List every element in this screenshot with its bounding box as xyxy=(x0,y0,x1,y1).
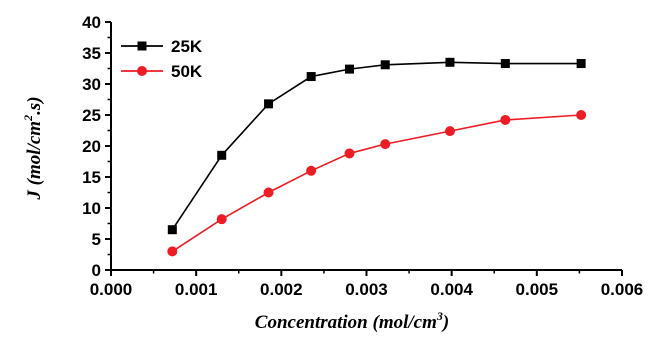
legend-label: 50K xyxy=(171,62,203,81)
y-tick-label: 20 xyxy=(82,137,101,156)
y-tick-label: 30 xyxy=(82,75,101,94)
series-2 xyxy=(167,110,587,257)
series-1 xyxy=(167,57,586,235)
legend-item-2: 50K xyxy=(121,62,203,81)
legend-marker xyxy=(137,66,147,76)
data-point xyxy=(576,59,586,69)
legend-label: 25K xyxy=(171,37,203,56)
x-axis-title: Concentration (mol/cm3) xyxy=(255,309,449,333)
y-tick-label: 0 xyxy=(92,261,101,280)
x-tick-label: 0.004 xyxy=(430,280,473,299)
data-point xyxy=(500,114,511,125)
x-tick-label: 0.005 xyxy=(516,280,559,299)
axes xyxy=(110,22,622,271)
data-point xyxy=(444,126,455,137)
x-ticks: 0.000 0.001 0.002 0.003 0.004 0.005 0.006 xyxy=(90,270,644,299)
y-axis-title: J (mol/cm2.s) xyxy=(21,96,45,200)
data-point xyxy=(306,72,316,82)
data-point xyxy=(167,246,178,257)
data-point xyxy=(500,59,510,69)
data-point xyxy=(306,165,317,176)
series-layer xyxy=(167,57,587,257)
data-point xyxy=(264,99,274,109)
x-tick-label: 0.006 xyxy=(601,280,644,299)
x-tick-label: 0.001 xyxy=(175,280,218,299)
y-tick-label: 40 xyxy=(82,13,101,32)
y-tick-label: 35 xyxy=(82,44,101,63)
x-tick-label: 0.000 xyxy=(90,280,133,299)
legend-item-1: 25K xyxy=(121,37,203,56)
data-point xyxy=(380,60,390,70)
x-tick-label: 0.002 xyxy=(260,280,303,299)
y-tick-label: 15 xyxy=(82,168,101,187)
y-tick-label: 25 xyxy=(82,106,101,125)
data-point xyxy=(217,150,227,160)
data-point xyxy=(167,225,177,235)
data-point xyxy=(380,139,391,150)
x-tick-label: 0.003 xyxy=(345,280,388,299)
data-point xyxy=(216,214,227,225)
data-point xyxy=(263,187,274,198)
legend-marker xyxy=(137,41,147,51)
data-point xyxy=(344,64,354,74)
data-point xyxy=(445,57,455,67)
series-line xyxy=(171,114,582,253)
y-ticks: 0 5 10 15 20 25 30 35 40 xyxy=(82,13,111,280)
y-tick-label: 10 xyxy=(82,199,101,218)
data-point xyxy=(576,110,587,120)
data-point xyxy=(344,148,355,159)
y-tick-label: 5 xyxy=(92,230,101,249)
